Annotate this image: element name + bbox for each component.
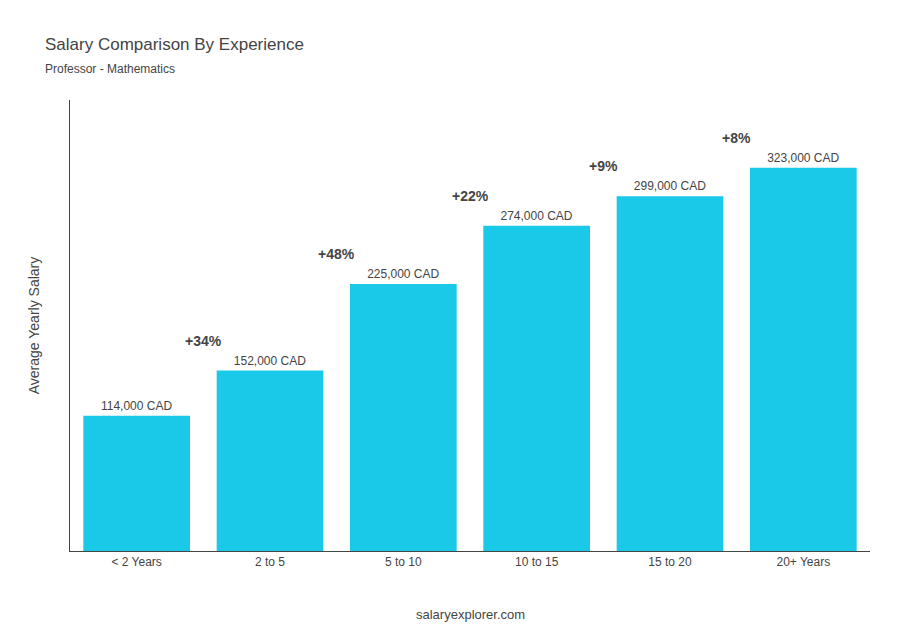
- svg-text:2 to 5: 2 to 5: [255, 555, 285, 569]
- svg-text:+22%: +22%: [452, 188, 489, 204]
- svg-text:152,000 CAD: 152,000 CAD: [234, 354, 306, 368]
- svg-text:Salary Comparison By Experienc: Salary Comparison By Experience: [45, 35, 304, 54]
- svg-text:20+ Years: 20+ Years: [776, 555, 830, 569]
- svg-text:< 2 Years: < 2 Years: [111, 555, 161, 569]
- svg-text:+34%: +34%: [185, 333, 222, 349]
- svg-text:salaryexplorer.com: salaryexplorer.com: [416, 607, 525, 622]
- svg-text:10 to 15: 10 to 15: [515, 555, 559, 569]
- svg-text:+8%: +8%: [722, 130, 751, 146]
- svg-text:+48%: +48%: [318, 246, 355, 262]
- svg-text:114,000 CAD: 114,000 CAD: [101, 399, 172, 413]
- svg-text:323,000 CAD: 323,000 CAD: [767, 151, 839, 165]
- svg-text:299,000 CAD: 299,000 CAD: [634, 179, 706, 193]
- svg-text:+9%: +9%: [589, 158, 618, 174]
- svg-text:274,000 CAD: 274,000 CAD: [500, 209, 572, 223]
- svg-text:Professor - Mathematics: Professor - Mathematics: [45, 62, 175, 76]
- svg-text:225,000 CAD: 225,000 CAD: [367, 267, 439, 281]
- svg-text:15 to 20: 15 to 20: [648, 555, 692, 569]
- svg-text:Average Yearly Salary: Average Yearly Salary: [26, 257, 42, 395]
- svg-text:5 to 10: 5 to 10: [385, 555, 422, 569]
